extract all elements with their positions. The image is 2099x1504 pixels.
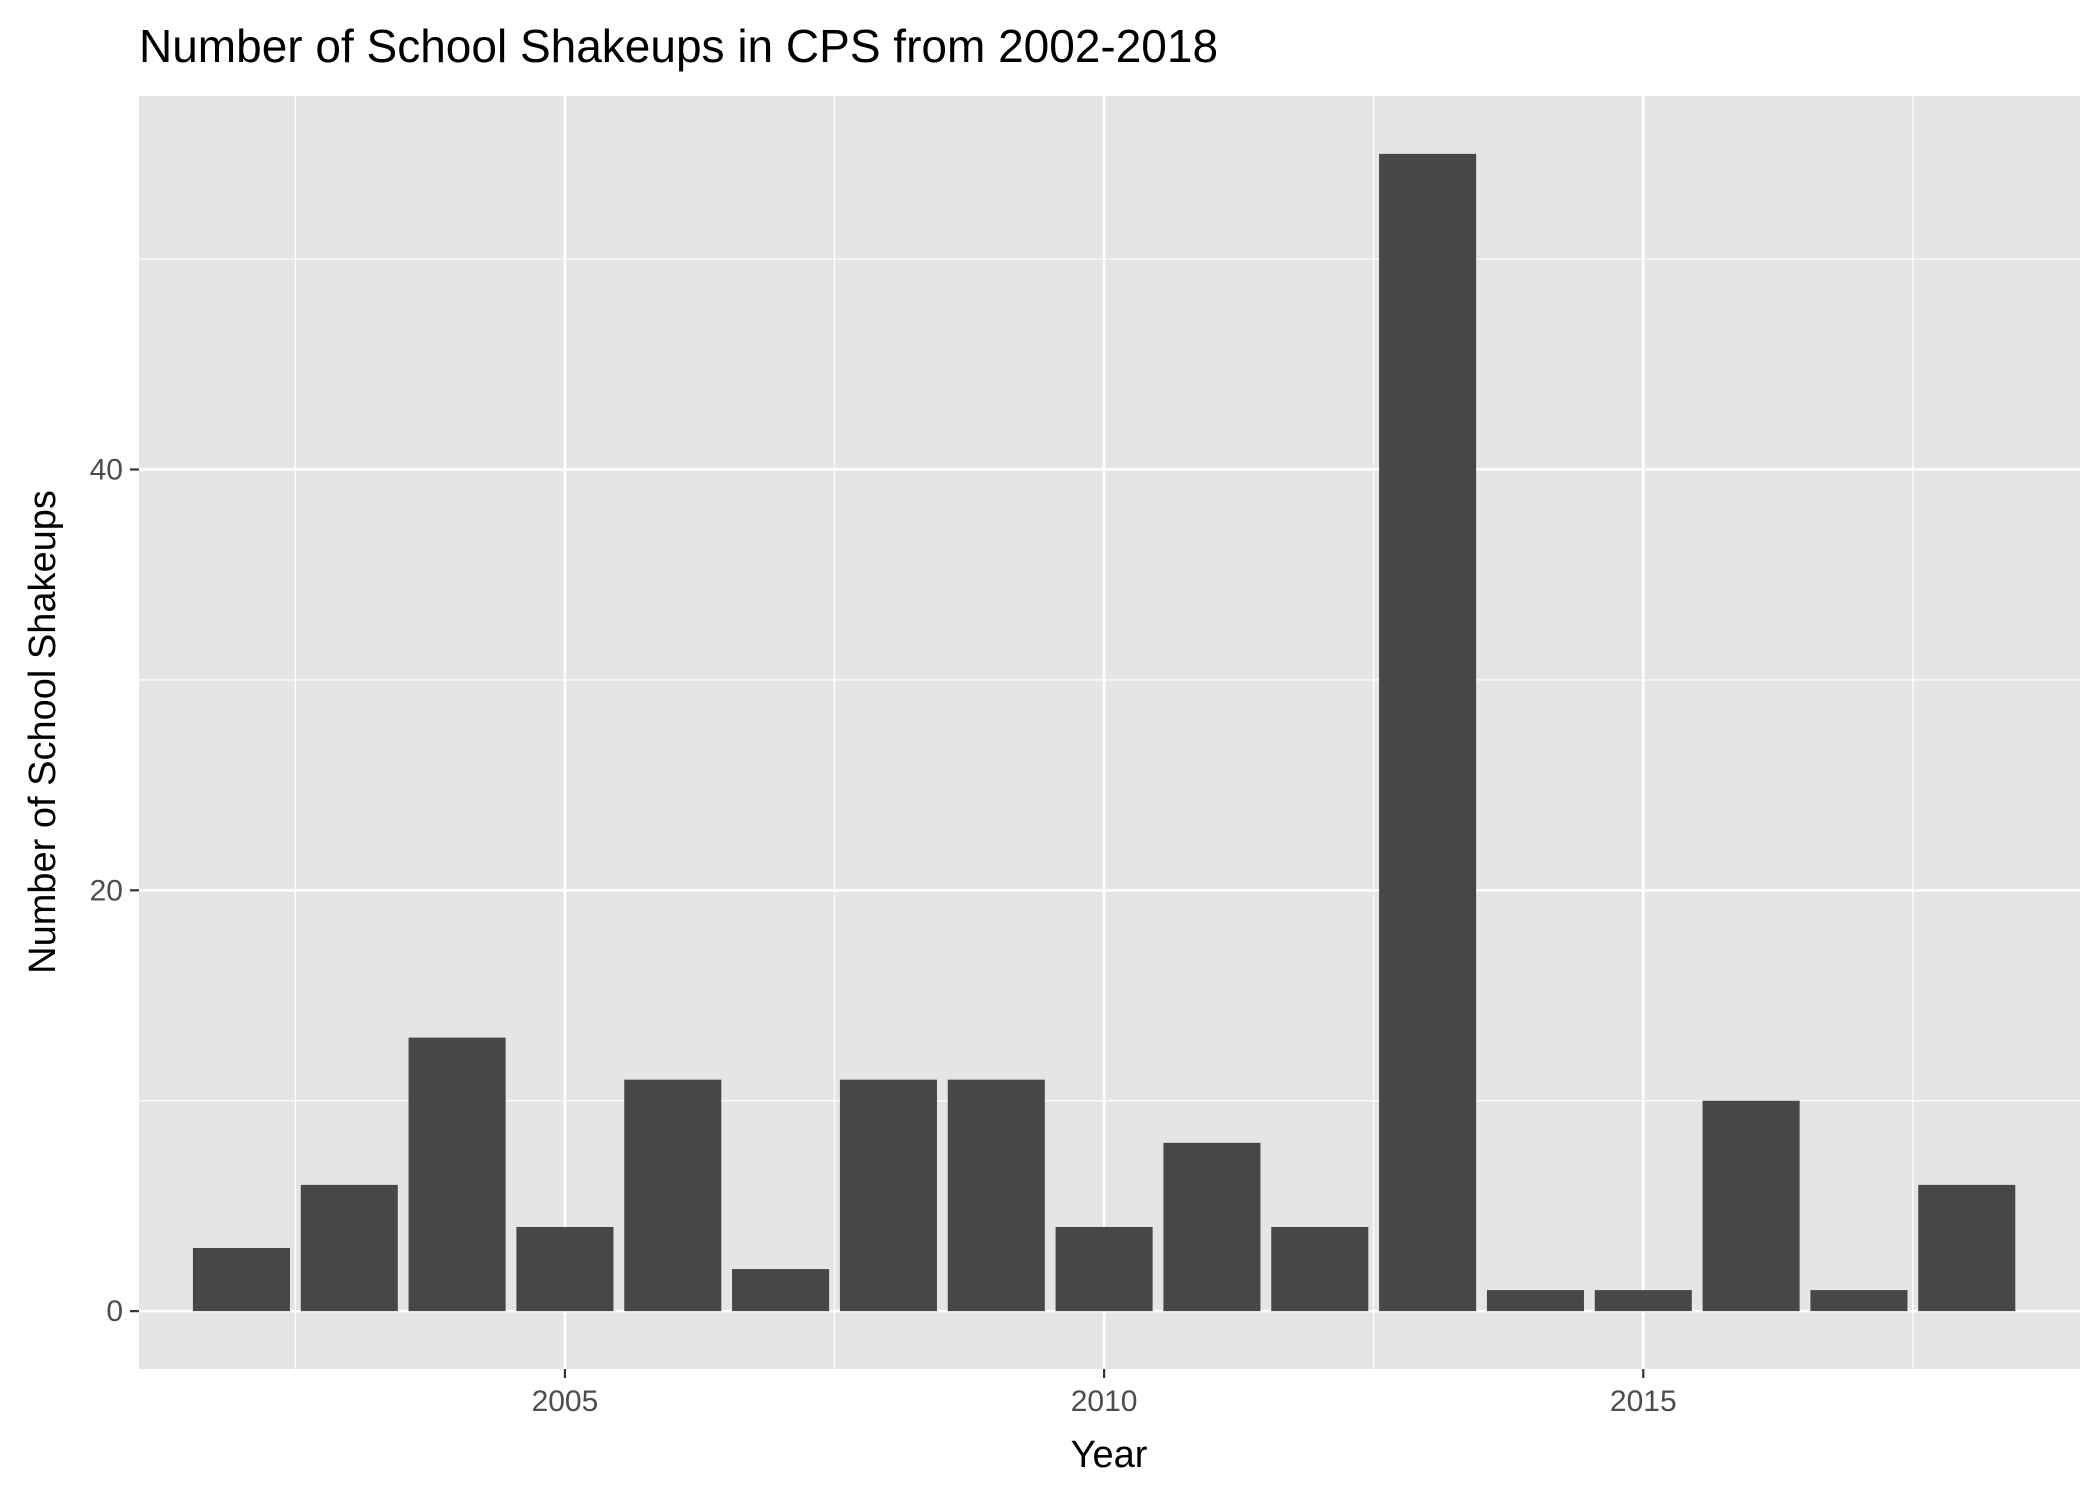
bar-2008 <box>839 1079 937 1312</box>
bar-2007 <box>732 1269 830 1312</box>
chart-title: Number of School Shakeups in CPS from 20… <box>139 20 1218 72</box>
x-tick-label: 2010 <box>1071 1385 1138 1418</box>
bar-2004 <box>408 1037 506 1312</box>
x-tick-label: 2015 <box>1610 1385 1677 1418</box>
bar-2012 <box>1271 1226 1369 1312</box>
bar-2018 <box>1918 1184 2016 1312</box>
bar-2009 <box>947 1079 1045 1312</box>
y-axis: 0 20 40 <box>90 453 139 1328</box>
bar-2002 <box>192 1248 290 1312</box>
bar-2005 <box>516 1226 614 1312</box>
bar-2011 <box>1163 1142 1261 1312</box>
bar-2017 <box>1810 1290 1908 1312</box>
bar-2015 <box>1594 1290 1692 1312</box>
y-axis-title: Number of School Shakeups <box>22 490 64 974</box>
bar-2014 <box>1486 1290 1584 1312</box>
bar-2010 <box>1055 1226 1153 1312</box>
y-tick-label: 0 <box>106 1295 123 1328</box>
bar-2006 <box>624 1079 722 1312</box>
bar-2016 <box>1702 1100 1800 1312</box>
x-tick-label: 2005 <box>532 1385 599 1418</box>
x-axis: 2005 2010 2015 <box>532 1369 1677 1418</box>
bar-2013 <box>1379 153 1477 1312</box>
y-tick-label: 20 <box>90 874 123 907</box>
bars <box>192 153 2016 1312</box>
x-axis-title: Year <box>1071 1434 1148 1476</box>
bar-2003 <box>300 1184 398 1312</box>
y-tick-label: 40 <box>90 453 123 486</box>
